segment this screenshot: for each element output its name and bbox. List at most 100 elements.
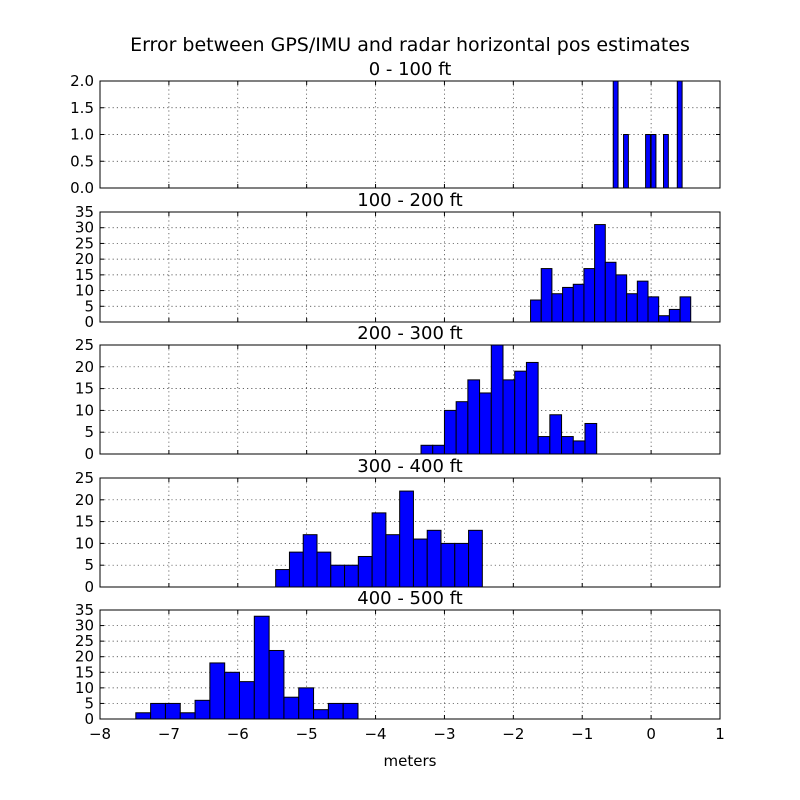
histogram-bar <box>357 555 373 588</box>
y-tick-label: 25 <box>75 469 94 487</box>
y-tick-label: 0 <box>84 313 94 331</box>
histogram-bar <box>562 286 574 323</box>
histogram-bar <box>615 274 628 323</box>
y-tick-label: 15 <box>75 513 94 531</box>
x-tick-label: 1 <box>715 725 725 743</box>
histogram-bar <box>612 80 619 189</box>
x-tick-label: −4 <box>364 725 386 743</box>
histogram-bar <box>479 392 492 455</box>
y-tick-label: 0 <box>84 445 94 463</box>
subplot-4: 300 - 400 ft 0 5 10 15 20 25 <box>75 456 721 596</box>
histogram-bar <box>490 344 504 455</box>
histogram-bar <box>327 702 344 720</box>
histogram-bar <box>549 414 563 455</box>
subplot-title: 300 - 400 ft <box>357 456 462 477</box>
histogram-bar <box>551 293 564 323</box>
histogram-bar <box>572 283 585 323</box>
x-tick-label: −3 <box>433 725 455 743</box>
histogram-bar <box>594 224 606 323</box>
subplot-frame <box>99 80 721 189</box>
x-tick-label: −8 <box>89 725 111 743</box>
histogram-bar <box>420 444 434 455</box>
histogram-bar <box>525 361 539 455</box>
y-tick-label: 0 <box>84 578 94 596</box>
histogram-bar <box>623 134 629 189</box>
histogram-bar <box>268 649 285 720</box>
x-tick-label: 0 <box>646 725 656 743</box>
histogram-bar <box>313 709 329 720</box>
histogram-bar <box>316 551 332 588</box>
histogram-bar <box>275 569 290 588</box>
histogram-bar <box>626 293 638 323</box>
histogram-bar <box>530 299 542 323</box>
y-tick-label: 25 <box>75 632 94 650</box>
x-axis: −8 −7 −6 −5 −4 −3 −2 −1 0 1 <box>89 725 725 743</box>
x-tick-label: −5 <box>296 725 318 743</box>
subplot-title: 200 - 300 ft <box>357 323 462 344</box>
histogram-bar <box>135 712 152 720</box>
histogram-bar <box>663 134 669 189</box>
y-tick-label: 25 <box>75 336 94 354</box>
y-tick-label: 20 <box>75 358 94 376</box>
subplot-frame <box>99 609 721 720</box>
y-tick-label: 10 <box>75 282 94 300</box>
histogram-bar <box>239 681 255 720</box>
histogram-bar <box>288 551 304 588</box>
histogram-bar <box>561 436 574 455</box>
histogram-bar <box>454 542 470 588</box>
subplot-frame <box>99 477 721 588</box>
y-tick-label: 5 <box>84 694 94 712</box>
histogram-bar <box>636 280 649 323</box>
y-tick-label: 20 <box>75 250 94 268</box>
histogram-bar <box>283 696 300 720</box>
y-tick-label: 10 <box>75 401 94 419</box>
subplot-title: 400 - 500 ft <box>357 588 462 609</box>
histogram-bar <box>658 315 670 323</box>
y-tick-label: 0.0 <box>70 179 94 197</box>
histogram-bar <box>253 615 270 720</box>
histogram-bar <box>344 564 359 588</box>
histogram-bar <box>584 422 598 455</box>
histogram-bar <box>179 712 196 720</box>
histogram-bar <box>150 702 166 720</box>
histogram-bar <box>514 370 527 455</box>
histogram-bar <box>676 80 683 189</box>
histogram-bar <box>371 512 387 588</box>
histogram-bar <box>342 702 359 720</box>
x-axis-label: meters <box>384 752 437 770</box>
histogram-bar <box>455 401 469 455</box>
y-tick-label: 20 <box>75 648 94 666</box>
histogram-bar <box>209 662 226 720</box>
histogram-bar <box>399 490 414 588</box>
y-tick-label: 15 <box>75 380 94 398</box>
histogram-bar <box>194 699 211 720</box>
subplot-frame <box>99 211 721 323</box>
histogram-bar <box>468 529 483 588</box>
y-tick-label: 10 <box>75 534 94 552</box>
x-tick-label: −7 <box>158 725 180 743</box>
histogram-bar <box>302 534 318 588</box>
y-tick-label: 1.5 <box>70 99 94 117</box>
subplot-frame <box>99 344 721 455</box>
histogram-bar <box>412 538 428 588</box>
y-tick-label: 0 <box>84 710 94 728</box>
y-tick-label: 10 <box>75 679 94 697</box>
y-tick-label: 0.5 <box>70 152 94 170</box>
histogram-bar <box>432 444 445 455</box>
y-tick-label: 2.0 <box>70 72 94 90</box>
histogram-bar <box>679 296 692 323</box>
histogram-bar <box>467 379 481 455</box>
subplot-1: 0 - 100 ft 0.0 0.5 1.0 1.5 2.0 <box>70 59 721 197</box>
subplot-title: 100 - 200 ft <box>357 190 462 211</box>
histogram-bar <box>426 529 442 588</box>
histogram-bar <box>164 702 181 720</box>
x-tick-label: −6 <box>227 725 249 743</box>
histogram-bar <box>385 534 401 588</box>
subplot-3: 200 - 300 ft 0 5 10 15 20 25 <box>75 323 721 463</box>
histogram-bar <box>224 671 240 720</box>
histogram-bar <box>440 542 456 588</box>
y-tick-label: 5 <box>84 556 94 574</box>
